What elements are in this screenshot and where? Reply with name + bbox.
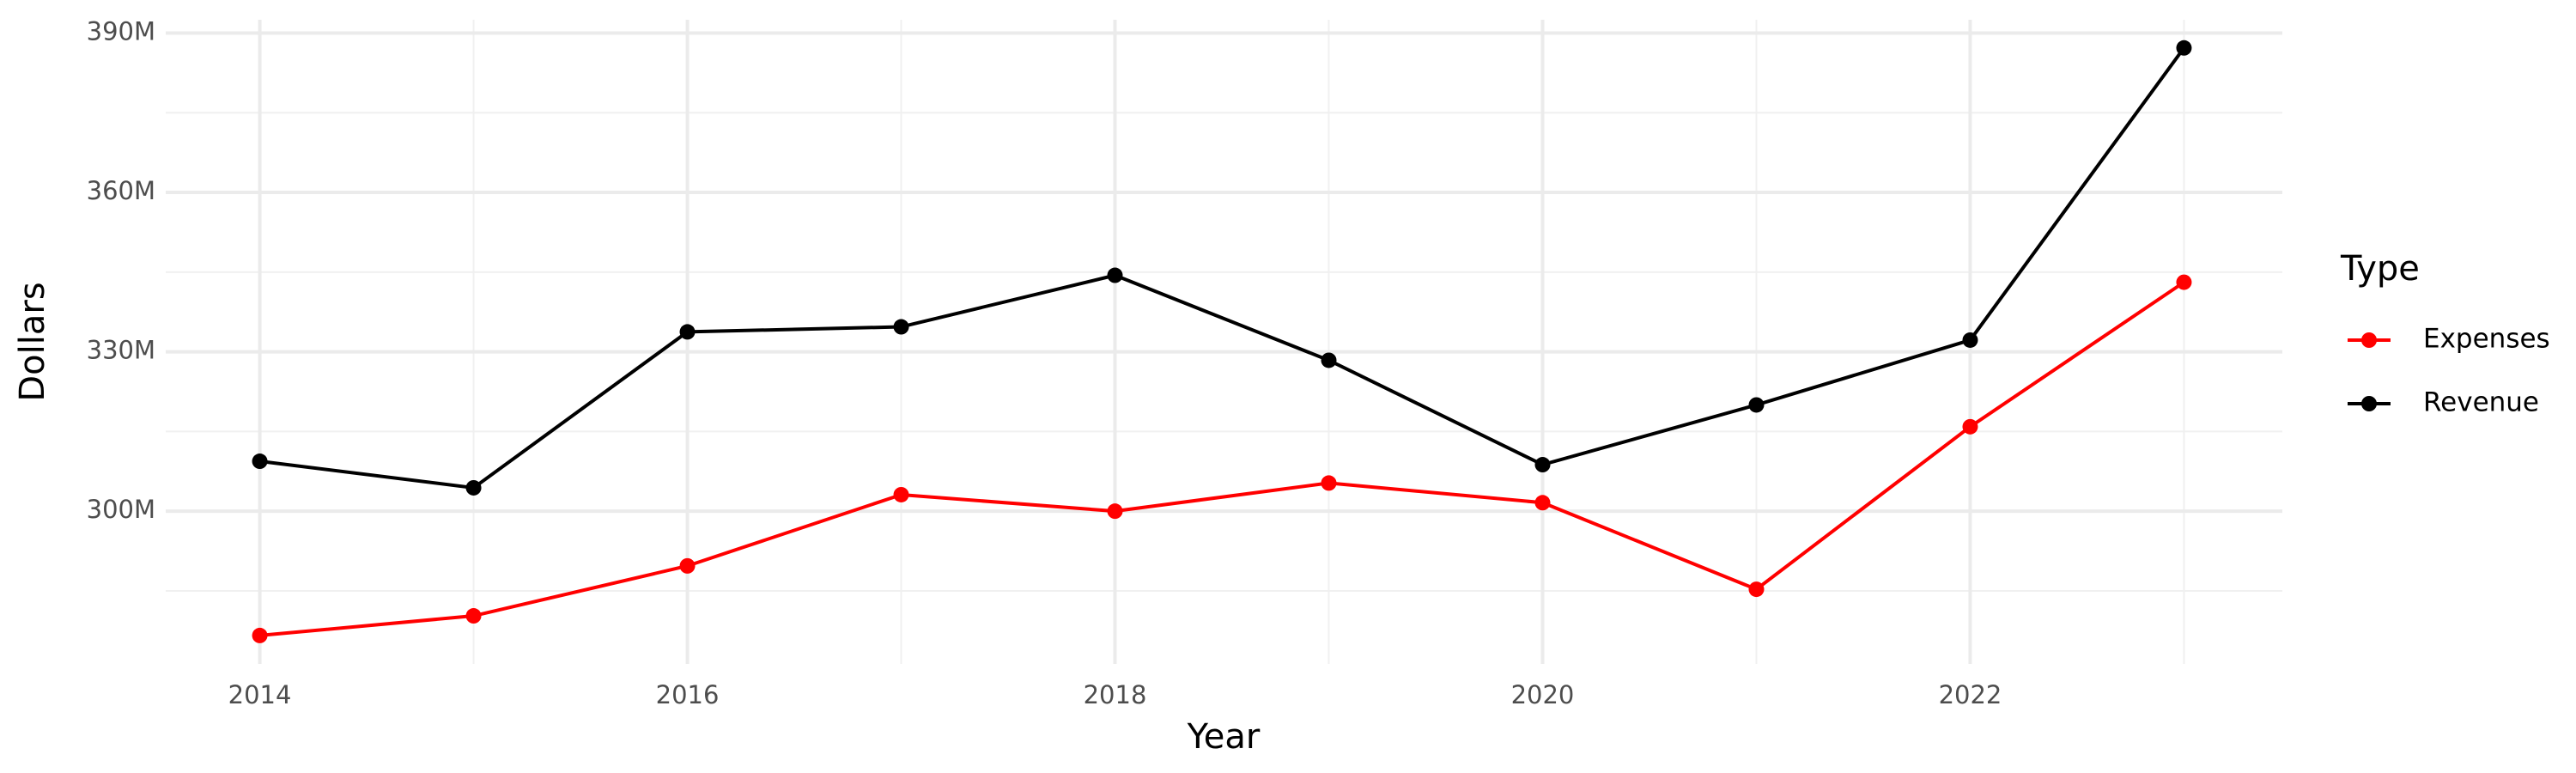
data-point xyxy=(893,486,909,502)
data-point xyxy=(252,453,268,470)
y-tick-label: 300M xyxy=(87,495,155,524)
data-point xyxy=(252,627,268,643)
series-line xyxy=(259,280,2185,637)
x-tick-label: 2014 xyxy=(228,680,292,709)
legend-label: Expenses xyxy=(2423,324,2550,355)
legend-dot xyxy=(2361,332,2377,348)
data-point xyxy=(1107,267,1123,283)
x-tick-label: 2020 xyxy=(1511,680,1575,709)
data-point xyxy=(1748,397,1765,413)
data-point xyxy=(1962,418,1978,435)
legend-label: Revenue xyxy=(2423,387,2539,418)
x-tick-label: 2016 xyxy=(656,680,720,709)
data-point xyxy=(1748,581,1765,598)
data-point xyxy=(679,557,696,574)
data-point xyxy=(2176,274,2192,290)
data-point xyxy=(679,324,696,340)
data-point xyxy=(1962,332,1978,348)
data-point xyxy=(1534,457,1551,473)
data-point xyxy=(1321,352,1337,368)
y-axis-title: Dollars xyxy=(13,282,52,401)
data-point xyxy=(1534,495,1551,511)
x-tick-label: 2018 xyxy=(1084,680,1147,709)
data-point xyxy=(1321,475,1337,491)
y-tick-label: 330M xyxy=(87,336,155,365)
legend-title: Type xyxy=(2340,249,2420,289)
legend-dot xyxy=(2361,396,2377,411)
x-axis-title: Year xyxy=(1187,717,1261,757)
data-point xyxy=(465,608,482,624)
data-point xyxy=(1107,503,1123,520)
data-point xyxy=(2176,40,2192,56)
y-tick-label: 390M xyxy=(87,16,155,46)
x-tick-label: 2022 xyxy=(1939,680,2002,709)
y-tick-label: 360M xyxy=(87,176,155,205)
data-point xyxy=(465,479,482,496)
series-line xyxy=(259,46,2186,490)
data-point xyxy=(893,319,909,335)
